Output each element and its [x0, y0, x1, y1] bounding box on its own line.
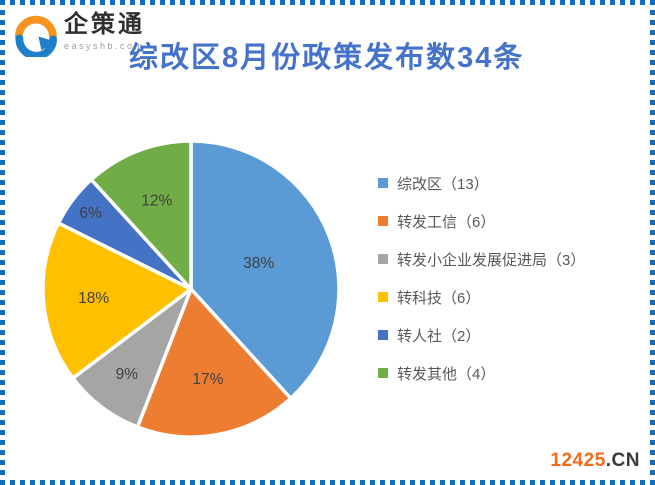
page-border-left: [0, 0, 5, 485]
pie-slice-2: [135, 287, 293, 439]
pie-slice-percent-label: 38%: [243, 255, 274, 272]
legend-swatch-icon: [378, 178, 388, 188]
legend-item: 转发小企业发展促进局（3）: [378, 247, 585, 271]
legend-item: 转发其他（4）: [378, 361, 585, 385]
logo-text: 企策通 easyshb.com: [64, 10, 145, 51]
pie-slice-percent-label: 6%: [79, 205, 102, 222]
pie-slice-4: [41, 221, 193, 380]
legend-swatch-icon: [378, 254, 388, 264]
pie-slice-6: [89, 139, 193, 291]
page-border-right: [650, 0, 655, 485]
page-border-top: [0, 0, 655, 5]
pie-chart-area: 38% 17% 9% 18% 6% 12%: [25, 125, 365, 460]
legend-item: 转人社（2）: [378, 323, 585, 347]
logo-title: 企策通: [64, 11, 145, 38]
pie-chart: 38% 17% 9% 18% 6% 12%: [41, 139, 341, 439]
legend-label: 转发小企业发展促进局（3）: [397, 251, 586, 269]
pie-slice-percent-label: 12%: [141, 193, 172, 210]
footer-brand: 12425.CN: [550, 450, 640, 472]
legend-swatch-icon: [378, 216, 388, 226]
logo: 企策通 easyshb.com: [13, 10, 145, 57]
pie-slice-percent-label: 17%: [192, 371, 223, 388]
legend-label: 转发工信（6）: [397, 213, 496, 231]
legend-item: 转发工信（6）: [378, 209, 585, 233]
legend-label: 转发其他（4）: [397, 365, 496, 383]
legend-label: 综改区（13）: [397, 175, 489, 193]
pie-slice-percent-label: 9%: [116, 366, 139, 383]
page-border-bottom: [0, 480, 655, 485]
logo-domain: easyshb.com: [64, 41, 145, 51]
chart-title: 综改区8月份政策发布数34条: [129, 42, 525, 74]
legend-label: 转人社（2）: [397, 327, 481, 345]
legend-label: 转科技（6）: [397, 289, 481, 307]
pie-slice-percent-label: 18%: [78, 290, 109, 307]
legend-item: 转科技（6）: [378, 285, 585, 309]
legend: 综改区（13） 转发工信（6） 转发小企业发展促进局（3） 转科技（6） 转人社…: [378, 171, 585, 399]
legend-swatch-icon: [378, 368, 388, 378]
logo-swirl-icon: [14, 15, 58, 57]
legend-swatch-icon: [378, 292, 388, 302]
footer-brand-tld: .CN: [605, 450, 640, 471]
legend-item: 综改区（13）: [378, 171, 585, 195]
pie-slice-1: [189, 139, 341, 401]
footer-brand-number: 12425: [550, 450, 606, 471]
legend-swatch-icon: [378, 330, 388, 340]
